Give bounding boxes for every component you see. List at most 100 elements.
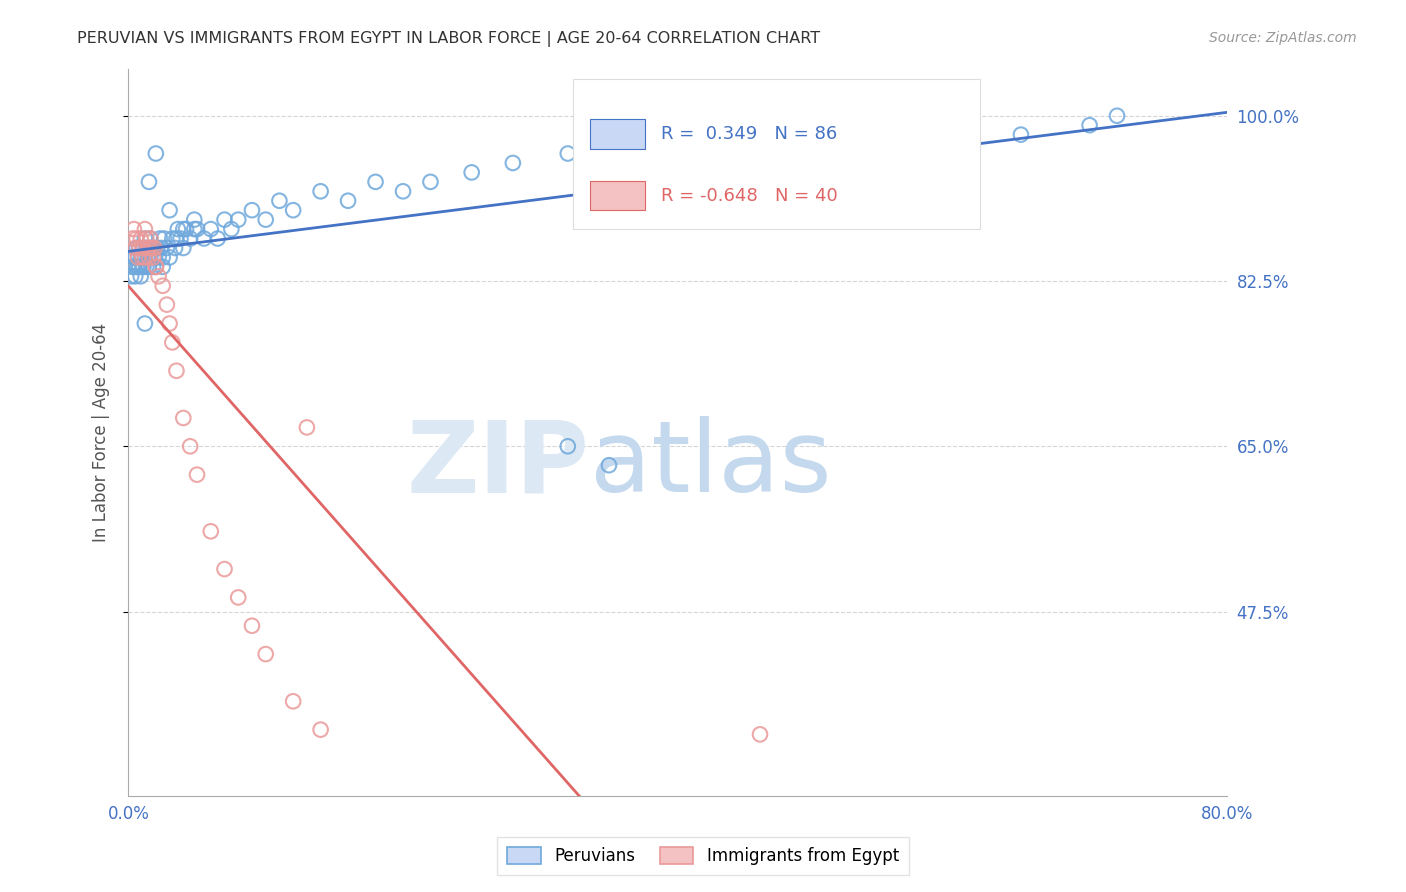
Point [419,175,441,189]
Point [134,231,156,245]
Point [141,241,163,255]
Point [152,278,174,293]
Point [139,231,162,245]
Point [159,203,181,218]
FancyBboxPatch shape [574,79,980,228]
Point [172,241,194,255]
Point [127,260,149,274]
Point [129,269,152,284]
Point [128,241,150,255]
Point [121,231,143,245]
Point [142,260,165,274]
Point [193,231,215,245]
Point [145,260,167,274]
Point [183,212,205,227]
Point [128,241,150,255]
Point [166,222,188,236]
Point [226,591,249,605]
Point [502,156,524,170]
Point [156,298,179,312]
Point [337,194,360,208]
Text: R = -0.648   N = 40: R = -0.648 N = 40 [661,186,838,205]
Point [152,251,174,265]
Legend: Peruvians, Immigrants from Egypt: Peruvians, Immigrants from Egypt [498,837,908,875]
Point [165,241,187,255]
Point [557,439,579,453]
Point [132,241,155,255]
Point [221,222,243,236]
Point [150,241,173,255]
Point [598,458,620,473]
Point [129,251,152,265]
Point [121,260,143,274]
Point [186,467,208,482]
Point [139,251,162,265]
Point [122,222,145,236]
Point [214,212,236,227]
Point [128,260,150,274]
Point [153,231,176,245]
Point [735,128,758,142]
Point [138,251,160,265]
Point [162,335,184,350]
Point [125,260,148,274]
Point [138,241,160,255]
Point [872,128,894,142]
Point [200,222,222,236]
Point [309,184,332,198]
Point [124,251,146,265]
Point [142,251,165,265]
Point [131,251,153,265]
Point [240,619,263,633]
Point [124,241,146,255]
Point [149,231,172,245]
Point [186,222,208,236]
Point [941,118,963,132]
Point [143,251,166,265]
Point [131,260,153,274]
Point [460,165,482,179]
Text: PERUVIAN VS IMMIGRANTS FROM EGYPT IN LABOR FORCE | AGE 20-64 CORRELATION CHART: PERUVIAN VS IMMIGRANTS FROM EGYPT IN LAB… [77,31,821,47]
Point [165,364,187,378]
Point [138,260,160,274]
Point [804,137,827,152]
Point [138,241,160,255]
Point [162,231,184,245]
Point [364,175,387,189]
Point [131,241,153,255]
Point [132,241,155,255]
Point [612,137,634,152]
Point [172,411,194,425]
Point [145,260,167,274]
Point [152,260,174,274]
Point [1105,109,1128,123]
Point [143,241,166,255]
Point [156,241,179,255]
Point [122,251,145,265]
Y-axis label: In Labor Force | Age 20-64: In Labor Force | Age 20-64 [93,323,110,541]
Point [131,251,153,265]
Point [254,212,277,227]
Point [1010,128,1032,142]
Point [240,203,263,218]
Point [134,251,156,265]
Point [135,241,157,255]
Text: atlas: atlas [589,417,831,514]
Point [254,647,277,661]
Point [183,222,205,236]
Point [134,251,156,265]
Point [159,251,181,265]
Point [269,194,291,208]
Point [135,260,157,274]
Point [125,231,148,245]
Point [148,269,170,284]
Point [749,727,772,741]
Point [226,212,249,227]
Point [132,260,155,274]
Point [148,251,170,265]
Point [200,524,222,539]
Text: R =  0.349   N = 86: R = 0.349 N = 86 [661,125,838,143]
FancyBboxPatch shape [589,181,645,211]
Point [1078,118,1101,132]
Point [207,231,229,245]
